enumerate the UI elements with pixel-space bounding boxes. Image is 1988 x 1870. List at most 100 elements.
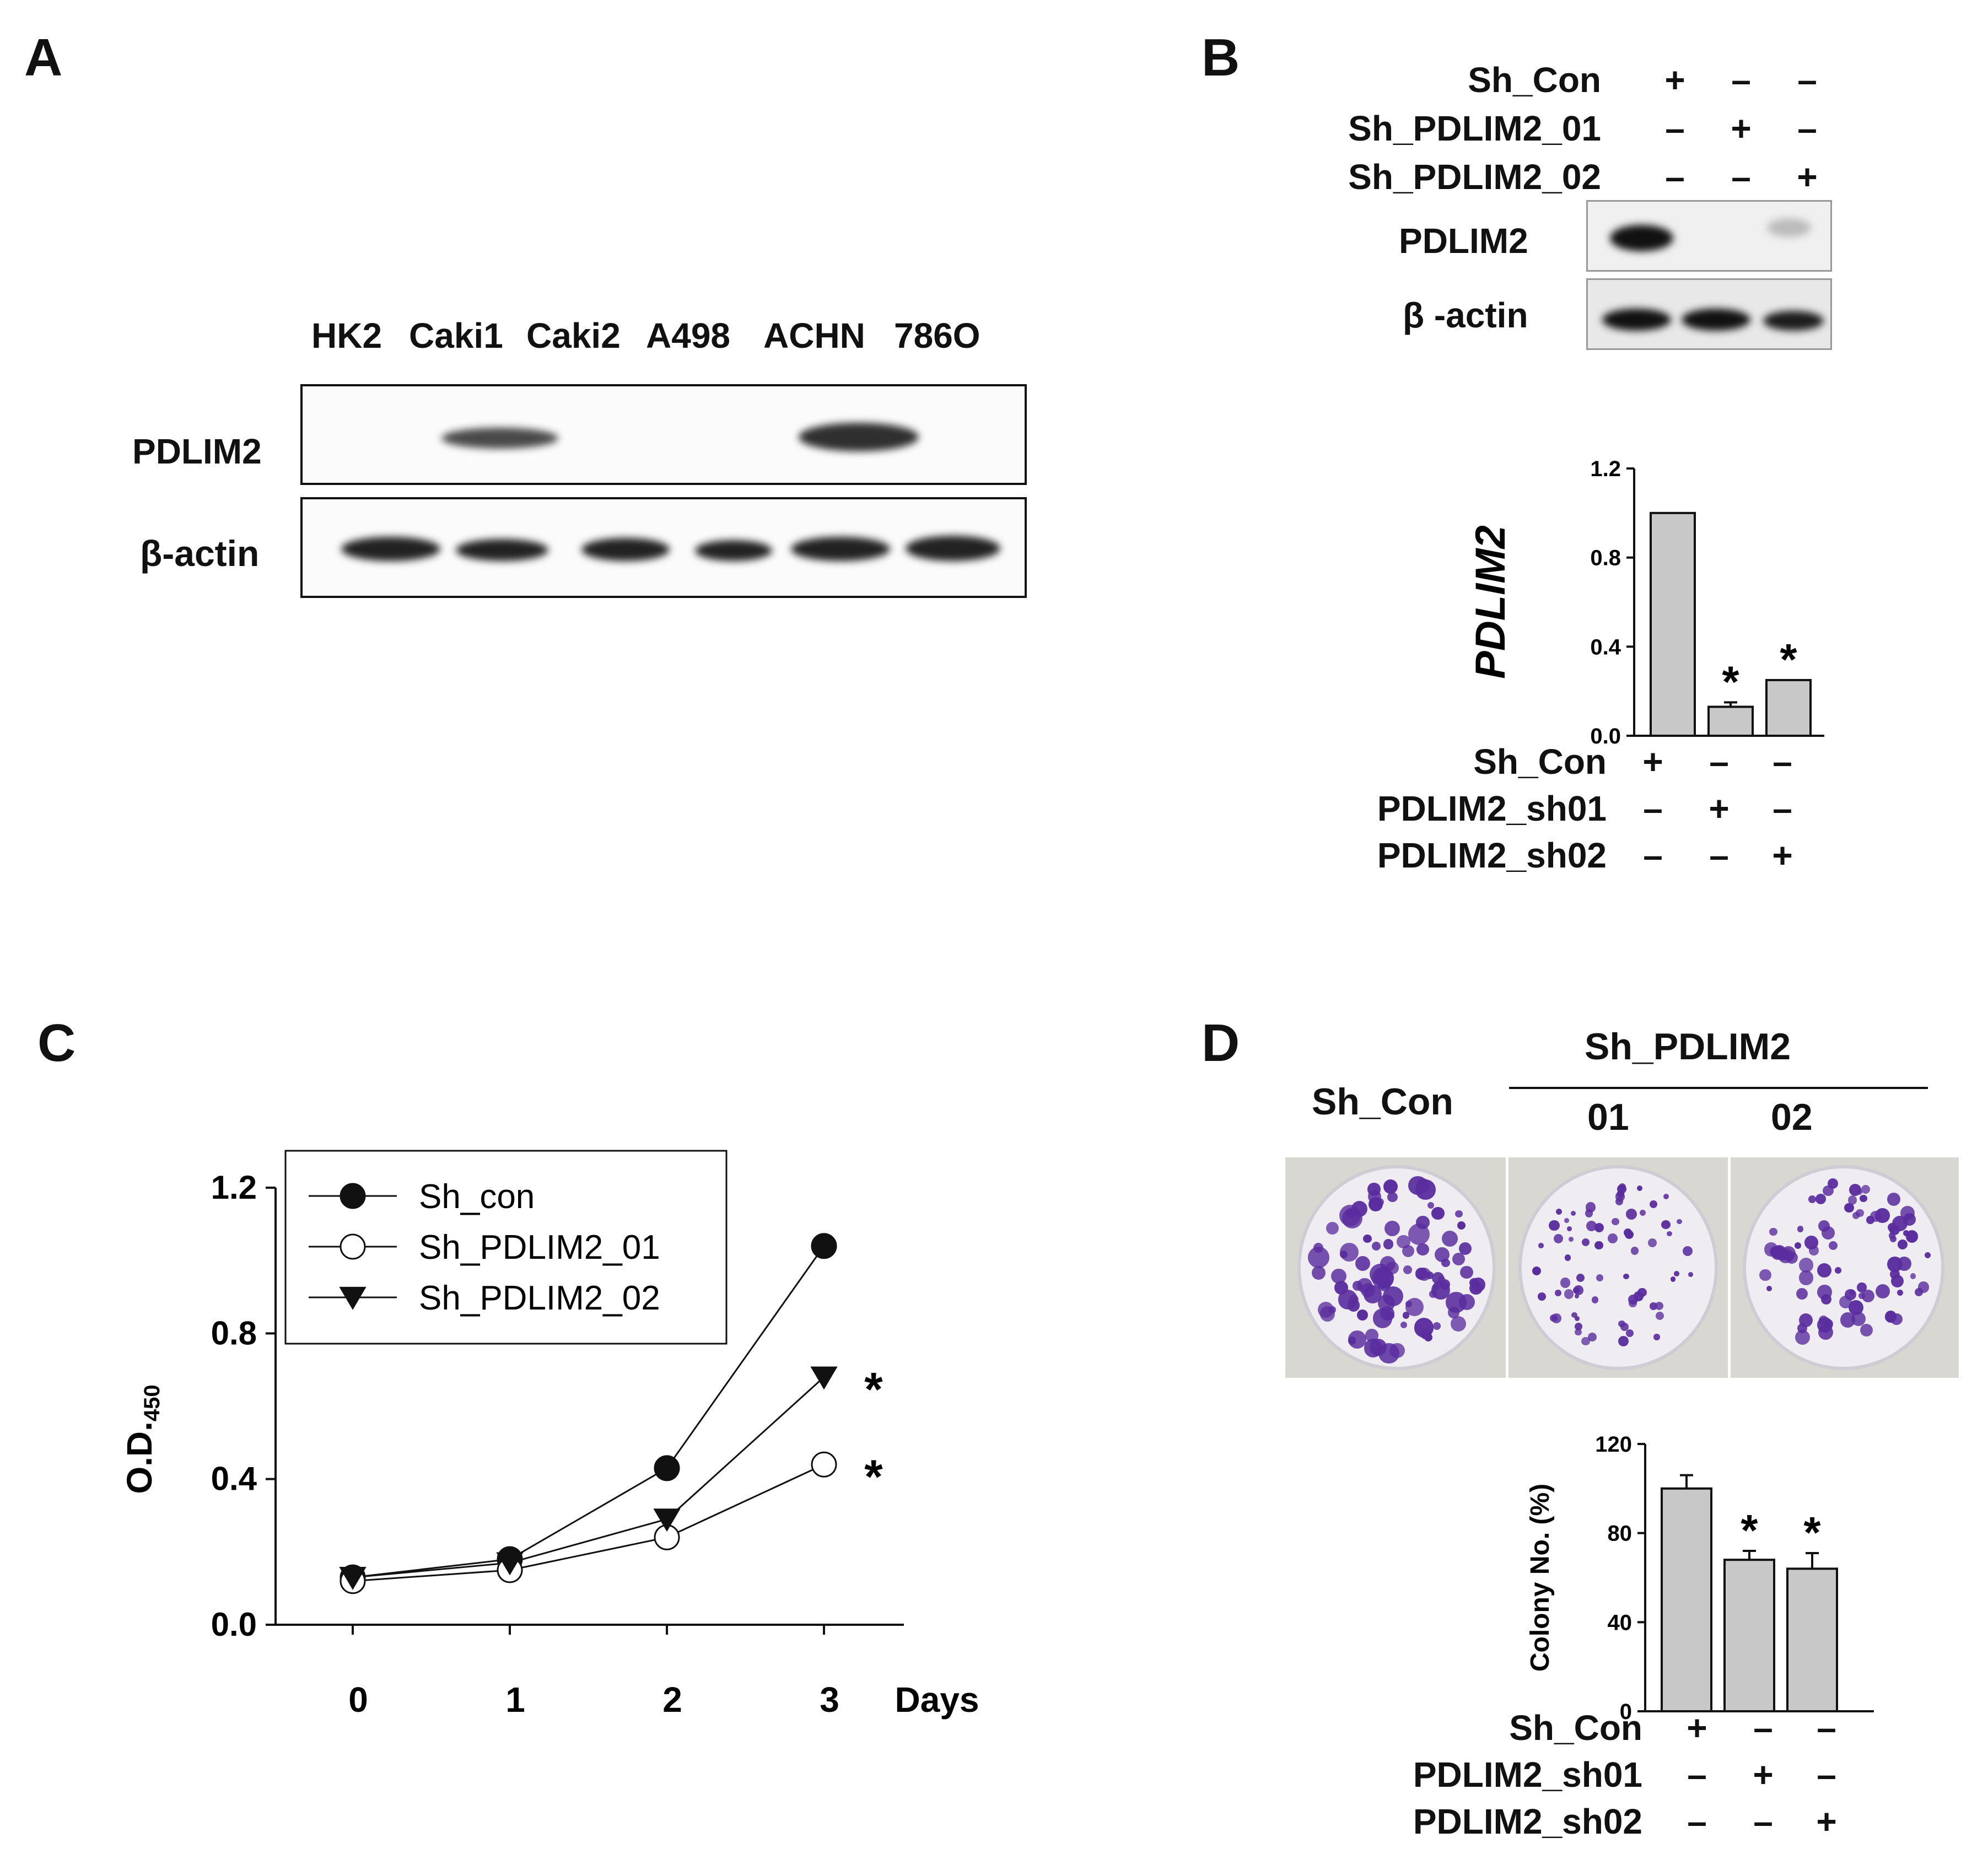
colony: [1655, 1301, 1663, 1311]
y-tick-label: 80: [1608, 1522, 1633, 1546]
significance-mark: *: [864, 1451, 883, 1503]
y-tick-label: 40: [1608, 1610, 1633, 1635]
colony: [1809, 1246, 1819, 1255]
condition-sign: –: [1665, 109, 1685, 148]
legend-label: Sh_con: [419, 1178, 535, 1216]
colony: [1897, 1256, 1912, 1271]
lane-label: Caki1: [409, 316, 503, 355]
band-achn: [799, 423, 919, 451]
colony: [1671, 1276, 1676, 1282]
colony: [1674, 1271, 1680, 1277]
data-point: [339, 1286, 367, 1310]
data-point: [653, 1508, 681, 1532]
beta-actin-blot-a: [300, 497, 1027, 598]
colony: [1824, 1319, 1833, 1328]
band: [1682, 309, 1750, 331]
colony: [1677, 1219, 1682, 1225]
colony: [1355, 1255, 1370, 1271]
colony: [1766, 1285, 1773, 1292]
colony: [1798, 1258, 1814, 1273]
colony: [1889, 1269, 1900, 1280]
colony: [1861, 1290, 1874, 1303]
condition-sign: –: [1731, 157, 1751, 197]
colony: [1856, 1209, 1864, 1217]
colony: [1820, 1294, 1831, 1305]
lane-label: A498: [646, 316, 730, 355]
band: [581, 538, 670, 561]
condition-sign: +: [1772, 836, 1793, 875]
condition-sign: –: [1773, 789, 1792, 828]
beta-actin-row-label-b: β -actin: [1403, 295, 1528, 335]
band: [456, 539, 548, 561]
group-underline: [1509, 1087, 1928, 1089]
y-tick-label: 0.4: [1590, 635, 1621, 659]
legend-label: Sh_PDLIM2_02: [419, 1279, 660, 1317]
legend-label: Sh_PDLIM2_01: [419, 1228, 660, 1267]
band: [1610, 225, 1673, 251]
colony: [1903, 1213, 1916, 1226]
colony: [1587, 1332, 1597, 1341]
colony: [1796, 1288, 1808, 1300]
band: [341, 537, 440, 561]
data-point: [496, 1552, 524, 1576]
colony: [1339, 1205, 1361, 1226]
colony: [1555, 1289, 1562, 1296]
colony: [1439, 1279, 1450, 1290]
beta-actin-row-label: β-actin: [140, 533, 260, 574]
colony: [1364, 1285, 1382, 1303]
bar: [1661, 1487, 1712, 1712]
colony: [1924, 1252, 1931, 1259]
colony: [1427, 1202, 1435, 1209]
colony: [1367, 1183, 1381, 1196]
colony: [1759, 1269, 1771, 1281]
colony: [1564, 1289, 1574, 1299]
pdlim2-row-label: PDLIM2: [132, 432, 262, 471]
colony: [1875, 1284, 1890, 1298]
pdlim2-blot-b: [1586, 200, 1832, 272]
condition-sign: –: [1687, 1755, 1707, 1794]
colony: [1857, 1282, 1867, 1292]
colony: [1383, 1239, 1393, 1249]
data-point: [339, 1566, 367, 1590]
colony: [1569, 1237, 1574, 1242]
colony: [1661, 1220, 1671, 1230]
colony: [1888, 1222, 1897, 1232]
colony: [1551, 1313, 1561, 1323]
colony: [1340, 1242, 1359, 1262]
colony: [1884, 1311, 1897, 1323]
colony: [1640, 1210, 1646, 1216]
lane-label: ACHN: [763, 316, 865, 355]
colony: [1798, 1313, 1813, 1328]
condition-sign: +: [1753, 1755, 1774, 1794]
colony: [1623, 1273, 1630, 1280]
lane-label: Caki2: [526, 316, 621, 355]
condition-sign: –: [1643, 836, 1663, 875]
colony: [1429, 1290, 1437, 1298]
colony: [1380, 1306, 1394, 1321]
condition-label: Sh_Con: [1473, 742, 1607, 782]
colony: [1663, 1193, 1669, 1199]
colony: [1586, 1220, 1597, 1231]
x-tick-label: 3: [820, 1680, 839, 1720]
colony: [1446, 1292, 1467, 1313]
colony: [1596, 1274, 1604, 1282]
colony: [1566, 1226, 1572, 1232]
data-point: [810, 1366, 838, 1390]
band-caki1: [441, 428, 558, 449]
y-tick-label: 120: [1595, 1432, 1632, 1457]
colony: [1624, 1228, 1633, 1237]
colony: [1414, 1318, 1434, 1338]
colony: [1383, 1179, 1398, 1194]
y-tick-label: 0.8: [1590, 546, 1621, 570]
y-axis-label: Colony No. (%): [1526, 1484, 1555, 1672]
significance-mark: *: [1803, 1508, 1821, 1557]
colony: [1565, 1254, 1571, 1261]
condition-sign: –: [1643, 789, 1663, 828]
colony: [1365, 1329, 1378, 1342]
colony: [1634, 1291, 1644, 1301]
colony: [1416, 1243, 1429, 1256]
x-axis-label: Days: [895, 1680, 979, 1720]
colony: [1849, 1289, 1855, 1296]
colony: [1575, 1294, 1580, 1299]
colony: [1798, 1270, 1813, 1285]
